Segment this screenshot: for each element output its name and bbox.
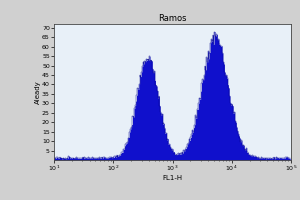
X-axis label: FL1-H: FL1-H [162,175,183,181]
Title: Ramos: Ramos [158,14,187,23]
Y-axis label: Aleady: Aleady [34,80,40,104]
